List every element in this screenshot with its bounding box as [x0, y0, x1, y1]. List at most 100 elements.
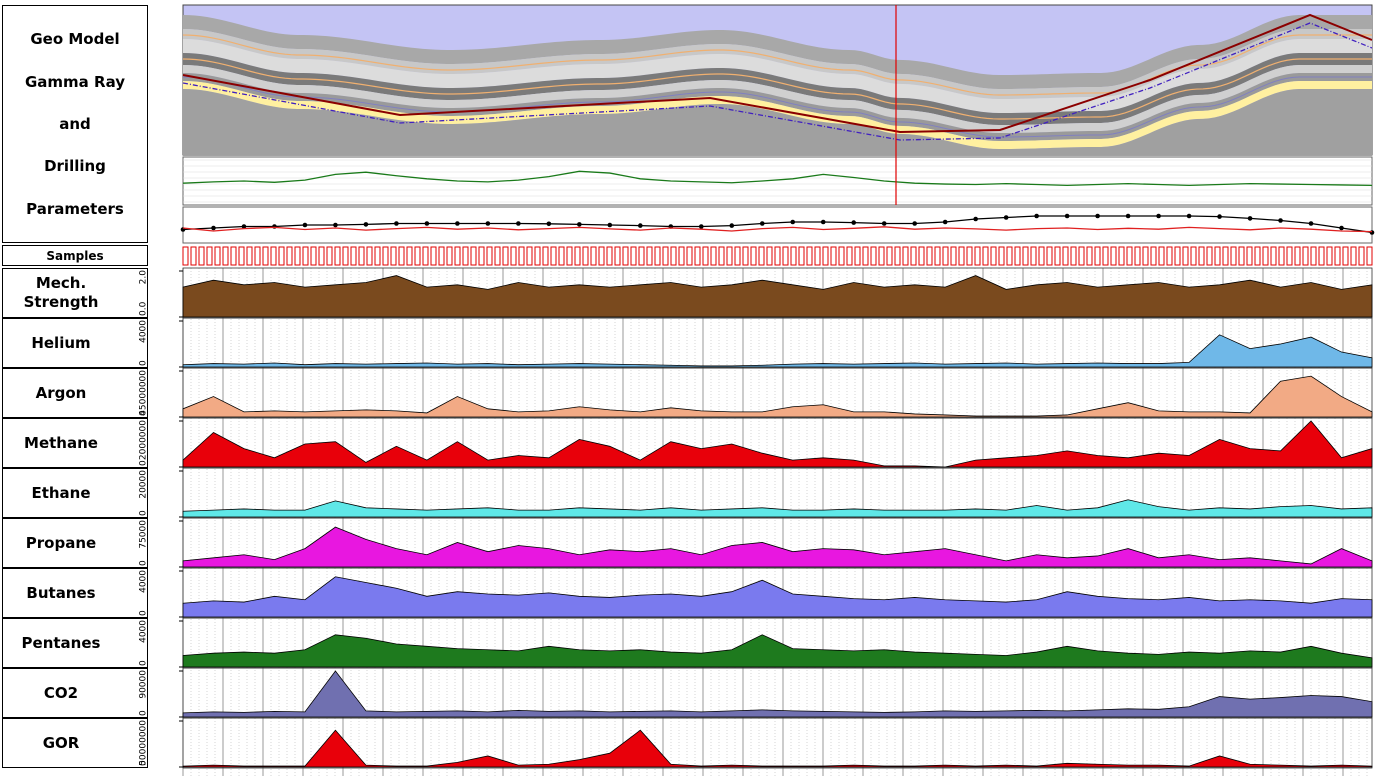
area — [182, 275, 1373, 318]
point — [485, 221, 491, 226]
sample-mark — [902, 246, 909, 266]
point — [790, 219, 796, 225]
sample-mark — [1334, 246, 1341, 266]
y-tick-label: 4000 — [139, 320, 149, 343]
sample-mark — [1326, 246, 1333, 266]
sample-mark — [1270, 246, 1277, 266]
sample-mark — [990, 246, 997, 266]
sample-mark — [934, 246, 941, 266]
sample-mark — [638, 246, 645, 266]
sample-mark — [1046, 246, 1053, 266]
y-tick-label: 0 — [139, 760, 149, 766]
sample-mark — [918, 246, 925, 266]
sample-mark — [550, 246, 557, 266]
sample-mark — [742, 246, 749, 266]
y-tick-label: 2.0 — [139, 270, 149, 285]
sample-mark — [286, 246, 293, 266]
sample-mark — [1094, 246, 1101, 266]
sample-mark — [326, 246, 333, 266]
header-box: Geo Model Gamma Ray and Drilling Parameters — [2, 5, 148, 243]
track-label-box: GOR — [2, 718, 148, 768]
track-grid — [182, 159, 1373, 776]
point — [729, 223, 735, 228]
sample-mark — [566, 246, 573, 266]
sample-mark — [542, 246, 549, 266]
geo-layer — [183, 15, 1372, 89]
point — [759, 221, 765, 226]
point — [1156, 213, 1161, 219]
sample-mark — [1110, 246, 1117, 266]
track-title: Helium — [31, 333, 91, 352]
sample-mark — [534, 246, 541, 266]
sample-mark — [398, 246, 405, 266]
y-tick-label: 4000 — [139, 620, 149, 643]
sample-mark — [926, 246, 933, 266]
well-path — [182, 13, 1373, 134]
sample-mark — [350, 246, 357, 266]
sample-mark — [1070, 246, 1077, 266]
sample-mark — [1166, 246, 1173, 266]
sample-mark — [1302, 246, 1309, 266]
sample-mark — [582, 246, 589, 266]
track-label-box: Argon — [2, 368, 148, 418]
sample-mark — [1086, 246, 1093, 266]
sample-mark — [1038, 246, 1045, 266]
sample-mark — [1222, 246, 1229, 266]
area — [182, 334, 1373, 368]
sample-mark — [206, 246, 213, 266]
sample-mark — [702, 246, 709, 266]
point — [1034, 213, 1039, 219]
track-title: GOR — [42, 733, 80, 752]
sample-mark — [982, 246, 989, 266]
point — [1186, 213, 1192, 219]
point — [546, 221, 552, 227]
track-title: Mech. Strength — [23, 274, 99, 311]
area — [182, 526, 1373, 568]
track-frame — [182, 717, 1373, 769]
sample-mark — [270, 246, 277, 266]
sample-mark — [606, 246, 613, 266]
sample-mark — [670, 246, 677, 266]
sample-mark — [182, 246, 189, 266]
area — [182, 634, 1373, 668]
point — [394, 221, 399, 226]
point — [820, 219, 826, 225]
header-line: Geo Model — [30, 30, 120, 49]
point — [333, 222, 338, 228]
sample-mark — [382, 246, 389, 266]
sample-mark — [374, 246, 381, 266]
sample-mark — [1358, 246, 1365, 266]
sample-mark — [774, 246, 781, 266]
point — [302, 222, 308, 228]
y-tick-label: 0 — [139, 360, 149, 366]
header-line: Drilling — [44, 157, 106, 176]
sample-mark — [366, 246, 373, 266]
drilling-panel — [182, 206, 1373, 244]
point — [1095, 213, 1100, 219]
header-line: Parameters — [26, 199, 124, 218]
sample-mark — [798, 246, 805, 266]
sample-mark — [1118, 246, 1125, 266]
sample-mark — [710, 246, 717, 266]
sample-mark — [838, 246, 845, 266]
geo-horizon — [182, 76, 1372, 138]
point — [973, 216, 978, 222]
sample-mark — [854, 246, 861, 266]
point — [1003, 215, 1009, 220]
track-label-box: Propane — [2, 518, 148, 568]
curve — [182, 170, 1373, 187]
sample-mark — [718, 246, 725, 266]
sample-mark — [806, 246, 813, 266]
sample-mark — [1238, 246, 1245, 266]
sample-mark — [318, 246, 325, 266]
sample-mark — [646, 246, 653, 266]
sample-mark — [734, 246, 741, 266]
sample-mark — [1278, 246, 1285, 266]
sample-mark — [614, 246, 621, 266]
track-title: CO2 — [43, 683, 79, 702]
sample-mark — [390, 246, 397, 266]
sample-mark — [790, 246, 797, 266]
sample-mark — [1134, 246, 1141, 266]
geo-layer — [183, 29, 1372, 99]
point — [1217, 214, 1222, 219]
